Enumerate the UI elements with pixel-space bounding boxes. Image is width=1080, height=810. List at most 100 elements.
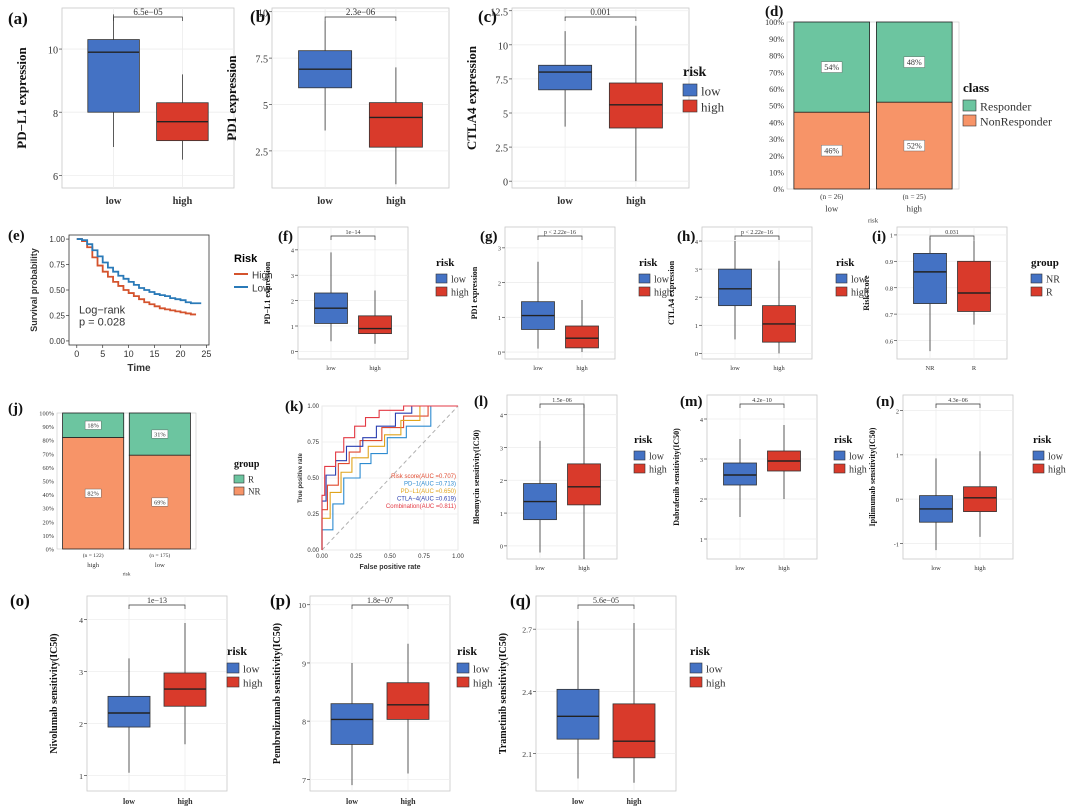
legend-label-low: low (451, 275, 467, 286)
panel-a: 6 8 10 low high 6.5e−05 PD−L1 expression (a) (8, 7, 235, 207)
x-tick-label-low: low (533, 365, 543, 372)
x-tick-label: 20 (175, 349, 185, 359)
y-tick-label: 60% (42, 465, 54, 472)
legend-key-nonresponder (962, 114, 977, 127)
y-tick-label: 20% (769, 152, 784, 161)
x-tick-label-high: high (626, 797, 642, 806)
legend-label-low: low (473, 664, 490, 676)
y-tick-label: 2 (79, 720, 83, 729)
plot-area (902, 394, 1014, 560)
panel-g: 0 1 2 3 low high p < 2.22e−16 PD1 expression (g)… (470, 226, 672, 372)
legend-key-low (833, 450, 846, 461)
legend-label-nonresponder: NonResponder (980, 115, 1052, 129)
legend-key-high (226, 676, 240, 688)
y-tick-label: 2 (695, 295, 698, 302)
comparison-bracket (929, 235, 975, 240)
y-axis-label: Nivolumab sensitivity(IC50) (49, 633, 60, 753)
y-tick-label: 40% (42, 492, 54, 499)
x-axis-label: False positive rate (359, 564, 420, 571)
y-tick-label: 0.9 (885, 259, 893, 266)
p-value: 0.031 (945, 230, 959, 236)
panel-label-f: (f) (278, 229, 293, 245)
x-tick-label: 25 (201, 349, 211, 359)
y-axis-label: Dabrafenib sensitivity(IC50) (672, 428, 681, 526)
y-tick-label: 1 (700, 537, 703, 544)
x-tick-label-low: low (106, 196, 122, 207)
y-tick-label: 4 (291, 248, 295, 255)
y-tick-label: 0.50 (49, 286, 65, 295)
y-tick-label: 9 (302, 659, 306, 668)
panel-label-i: (i) (872, 229, 886, 245)
x-tick-label-nr: NR (926, 365, 936, 372)
panel-o: 1 2 3 4 low high 1e−13 Nivolumab sensitivity(IC… (10, 591, 263, 806)
roc-legend-0: Risk score(AUC =0.707) (391, 474, 456, 480)
y-axis-label: PD1 expression (224, 55, 239, 141)
x-tick-label-low: low (317, 196, 333, 207)
legend-key-low (226, 662, 240, 674)
y-tick-label: 3 (498, 246, 501, 253)
roc-curve-3 (321, 405, 458, 550)
panel-label-d: (d) (765, 4, 783, 20)
y-axis-label: True positive rate (298, 452, 304, 502)
roc-curve-0 (321, 405, 458, 550)
panel-label-a: (a) (8, 9, 28, 28)
panel-k: 0.00 0.25 0.50 0.75 1.00 0.00 0.25 0.50 0.75 1.00… (285, 399, 464, 571)
y-tick-label: 40% (769, 118, 784, 127)
legend-title: Risk (234, 253, 258, 265)
y-tick-label: 0 (695, 351, 698, 358)
box-high (565, 325, 599, 349)
y-tick-label: 1.00 (307, 404, 319, 410)
y-tick-label: -1 (894, 541, 899, 548)
y-axis-label: Risk score (862, 275, 871, 311)
legend-label-high: high (706, 678, 726, 690)
box-high (612, 703, 656, 759)
panel-label-q: (q) (510, 591, 531, 610)
y-tick-label: 3 (291, 273, 294, 280)
panel-label-j: (j) (8, 401, 23, 417)
plot-area (271, 7, 450, 189)
y-tick-label: 2 (500, 478, 503, 485)
y-tick-label: 50% (42, 478, 54, 485)
legend-label-low: low (851, 275, 867, 286)
panel-label-l: (l) (474, 394, 488, 410)
y-tick-label: 0.75 (307, 440, 319, 446)
panel-e: 0 5 10 15 20 25 0.00 0.25 0.50 0.75 1.00 Log−rankp … (8, 228, 273, 374)
y-tick-label: 0.50 (307, 476, 319, 482)
y-tick-label: 0 (896, 497, 899, 504)
legend-key-nr (233, 486, 245, 496)
x-tick-label: 0.25 (350, 554, 362, 560)
comparison-bracket (324, 16, 397, 21)
legend-key-r (233, 474, 245, 484)
x-tick-label: 0.75 (418, 554, 430, 560)
legend-label-nr: NR (248, 487, 261, 497)
logrank-pvalue: p = 0.028 (79, 316, 125, 328)
legend-title: risk (639, 257, 658, 269)
diagonal-reference (321, 405, 459, 551)
y-tick-label: 10% (42, 533, 54, 540)
legend-label-low: low (1048, 452, 1064, 463)
x-axis-label: risk (868, 218, 879, 225)
survival-curve-high (76, 238, 197, 316)
bar-label-box (151, 429, 169, 439)
legend-label-high: high (649, 465, 667, 476)
legend-key-responder (962, 99, 977, 112)
comparison-bracket (539, 403, 585, 408)
y-tick-label: 70% (42, 451, 54, 458)
x-tick-label-high: high (778, 565, 790, 572)
y-tick-label: 0.00 (307, 548, 319, 554)
roc-curve-2 (321, 405, 458, 550)
y-tick-label: 3 (500, 445, 503, 452)
legend-key-high (435, 286, 448, 297)
legend-key-low (638, 273, 651, 284)
p-value: 0.001 (590, 7, 610, 17)
p-value: 4.2e−10 (752, 398, 772, 404)
y-tick-label: 1 (896, 453, 899, 460)
legend-label-high: high (1048, 465, 1066, 476)
x-tick-label-low: low (735, 565, 745, 572)
x-tick-label-high: high (576, 365, 588, 372)
y-tick-label: 4 (695, 239, 699, 246)
comparison-bracket (128, 604, 186, 609)
legend-label-low: low (706, 664, 723, 676)
panel-label-b: (b) (250, 7, 271, 26)
legend-key-low (633, 450, 646, 461)
